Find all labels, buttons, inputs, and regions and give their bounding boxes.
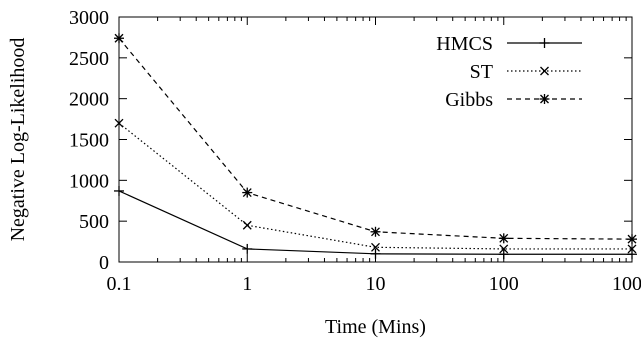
series-line-gibbs: [118, 37, 633, 240]
legend-label-hmcs: HMCS: [436, 33, 493, 55]
legend-label-gibbs: Gibbs: [445, 89, 493, 111]
data-point-st: [627, 244, 637, 254]
y-tick-label: 1500: [69, 130, 109, 152]
y-tick-label: 2000: [69, 89, 109, 111]
data-point-hmcs: [627, 249, 637, 260]
x-tick-label: 1000: [612, 273, 641, 295]
data-point-st: [371, 242, 380, 252]
data-point-gibbs: [627, 234, 637, 245]
data-point-gibbs: [114, 33, 124, 44]
legend-label-st: ST: [470, 61, 493, 83]
data-point-hmcs: [114, 185, 124, 196]
data-point-hmcs: [370, 248, 381, 259]
data-point-gibbs: [370, 226, 381, 237]
data-point-hmcs: [242, 243, 253, 254]
y-tick-label: 0: [99, 252, 109, 274]
legend-marker-st: [540, 66, 549, 76]
series-line-hmcs: [118, 190, 632, 255]
x-tick-label: 10: [366, 273, 386, 295]
data-point-st: [114, 118, 124, 128]
data-point-gibbs: [498, 233, 509, 244]
y-tick-label: 1000: [69, 170, 109, 192]
data-point-st: [499, 244, 509, 254]
y-tick-label: 2500: [69, 48, 109, 70]
y-tick-label: 500: [79, 211, 109, 233]
data-point-hmcs: [498, 249, 509, 260]
x-tick-label: 100: [489, 273, 519, 295]
data-point-st: [242, 220, 252, 230]
y-axis-label: Negative Log-Likelihood: [7, 38, 29, 242]
x-axis-label: Time (Mins): [325, 316, 426, 338]
legend-marker-gibbs: [539, 94, 550, 104]
data-point-gibbs: [242, 187, 253, 198]
x-tick-label: 1: [242, 273, 252, 295]
legend-marker-hmcs: [539, 38, 550, 48]
series-line-st: [118, 122, 632, 250]
y-tick-label: 3000: [69, 7, 109, 29]
x-tick-label: 0.1: [107, 273, 132, 295]
